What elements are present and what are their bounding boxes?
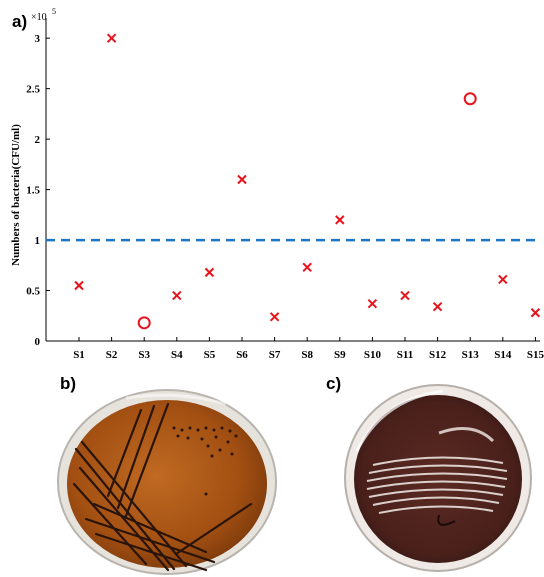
x-tick-label: S14 [494, 349, 512, 360]
cross-stroke [400, 290, 410, 301]
cross-stroke [302, 262, 312, 273]
cross-stroke [106, 33, 117, 43]
chart-axes [45, 18, 540, 342]
cross-stroke [335, 215, 345, 225]
data-point-cross [74, 280, 84, 291]
cross-stroke [172, 290, 182, 301]
x-tick-label: S7 [269, 349, 281, 360]
data-point-cross [530, 308, 541, 318]
data-point-cross [237, 174, 247, 185]
data-point-circle [463, 92, 477, 106]
cross-stroke [204, 267, 215, 278]
x-tick-label: S6 [236, 349, 248, 360]
cross-stroke [367, 298, 378, 309]
data-point-cross [172, 290, 182, 301]
y-tick-label: 3 [35, 33, 41, 45]
y-tick-label: 0 [35, 336, 41, 348]
x-tick-label: S9 [334, 349, 346, 360]
data-point-cross [269, 312, 280, 322]
data-points [74, 33, 541, 330]
y-tick-label: 2.5 [26, 84, 40, 96]
data-point-cross [432, 301, 443, 312]
cross-stroke [74, 280, 84, 291]
cross-stroke [432, 301, 443, 312]
chart-ticks: 0 0.5 1 1.5 2 2.5 3 S1 S2 S3 S4 S5 S6 S7 S8 S9 S10 S11 S12… [26, 33, 544, 360]
panel-b-label: b) [60, 374, 77, 393]
data-point-cross [204, 267, 215, 278]
x-tick-label: S12 [429, 349, 447, 360]
y-tick-label: 1 [35, 235, 41, 247]
y-tick-label: 1.5 [26, 185, 40, 197]
x-tick-label: S11 [397, 349, 414, 360]
data-point-cross [498, 274, 508, 285]
y-exponent-base: ×10 [31, 12, 47, 23]
data-point-cross [302, 262, 312, 273]
x-tick-label: S5 [204, 349, 216, 360]
petri-dish-image-c [344, 384, 532, 572]
cross-stroke [498, 274, 508, 285]
panel-a-label: a) [12, 12, 28, 31]
data-point-cross [335, 215, 345, 225]
x-tick-label: S15 [527, 349, 544, 360]
cross-stroke [237, 174, 247, 185]
scatter-chart: 0 0.5 1 1.5 2 2.5 3 S1 S2 S3 S4 S5 S6 S7 S8 S9 S10 S11 S12… [10, 7, 544, 360]
data-point-cross [106, 33, 117, 43]
x-tick-label: S2 [106, 349, 118, 360]
x-tick-label: S13 [462, 349, 480, 360]
x-tick-label: S3 [138, 349, 150, 360]
x-tick-label: S10 [364, 349, 382, 360]
cross-stroke [530, 308, 541, 318]
y-axis-label: Numbers of bacteria(CFU/ml) [10, 124, 22, 266]
petri-dish-image-b [57, 389, 277, 575]
y-exponent-power: 5 [52, 7, 56, 16]
x-tick-label: S1 [73, 349, 85, 360]
x-tick-label: S4 [171, 349, 183, 360]
cross-stroke [269, 312, 280, 322]
panel-c-label: c) [326, 374, 342, 393]
data-point-circle [137, 316, 151, 330]
data-point-cross [367, 298, 378, 309]
y-tick-label: 2 [35, 134, 41, 146]
data-point-cross [400, 290, 410, 301]
y-tick-label: 0.5 [26, 286, 40, 298]
x-tick-label: S8 [301, 349, 313, 360]
